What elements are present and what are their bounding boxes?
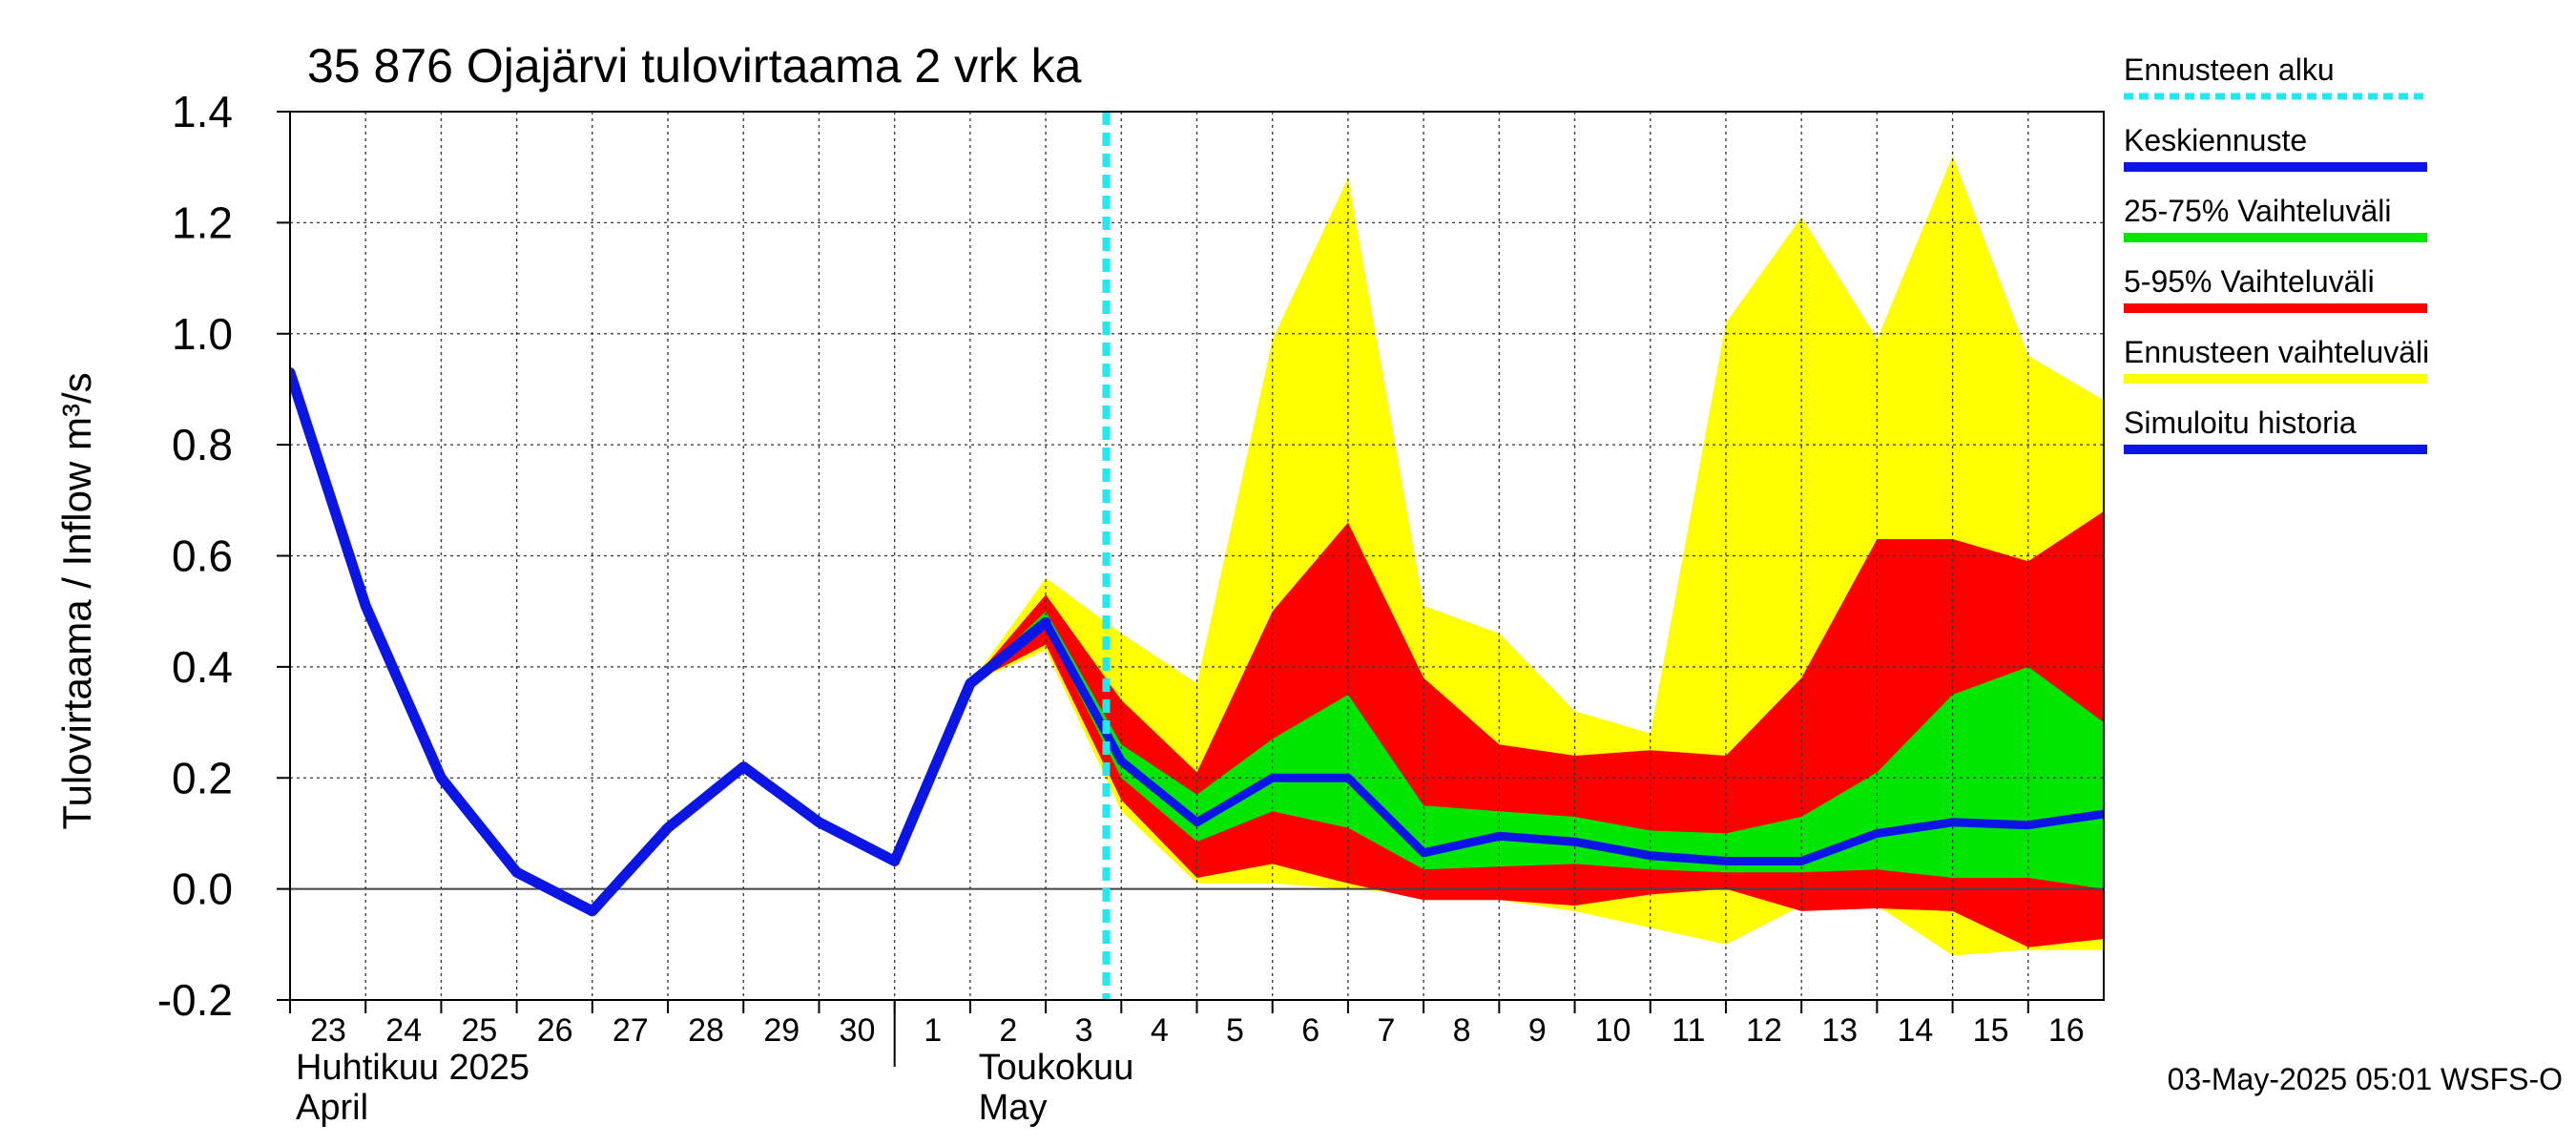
median-forecast-line [966,617,2104,865]
x-tick-label: 6 [1301,1012,1319,1049]
x-tick-label: 24 [385,1012,422,1049]
x-tick-label: 13 [1821,1012,1858,1049]
month-label-may-fi: Toukokuu [979,1048,1134,1088]
x-tick-label: 7 [1377,1012,1395,1049]
month-label-april-fi: Huhtikuu 2025 [296,1048,530,1088]
legend-label: Ennusteen alku [2124,52,2335,87]
x-tick-label: 14 [1897,1012,1933,1049]
x-tick-label: 3 [1075,1012,1093,1049]
legend: Ennusteen alku Keskiennuste 25-75% Vaihtel… [2124,52,2429,454]
plot-clip-group [290,112,2104,1000]
y-axis-label: Tulovirtaama / Inflow m³/s [54,372,99,829]
x-tick-label: 11 [1672,1012,1705,1049]
legend-label: Simuloitu historia [2124,406,2357,440]
y-tick-label: 1.2 [172,198,233,247]
legend-label: 25-75% Vaihteluväli [2124,194,2391,228]
x-tick-label: 23 [310,1012,346,1049]
x-tick-label: 15 [1973,1012,2009,1049]
y-tick-label: 0.4 [172,642,233,692]
simulated-history-line [290,367,1051,917]
x-tick-label: 26 [537,1012,573,1049]
y-tick-label: 1.4 [172,87,233,136]
legend-label: Keskiennuste [2124,123,2307,157]
x-tick-label: 10 [1595,1012,1631,1049]
y-tick-label: 0.8 [172,420,233,469]
x-tick-label: 8 [1453,1012,1471,1049]
x-tick-label: 29 [763,1012,800,1049]
x-tick-label: 25 [462,1012,498,1049]
chart-title: 35 876 Ojajärvi tulovirtaama 2 vrk ka [307,39,1082,93]
legend-label: 5-95% Vaihteluväli [2124,264,2375,299]
x-tick-label: 5 [1226,1012,1244,1049]
x-tick-label: 1 [924,1012,942,1049]
axes: -0.20.00.20.40.60.81.01.21.423 24 25 26 27 28… [157,87,2105,1128]
y-tick-label: 0.6 [172,531,233,581]
y-tick-label: -0.2 [157,975,233,1025]
month-label-may-en: May [979,1088,1048,1128]
y-tick-label: 0.2 [172,753,233,802]
x-tick-label: 4 [1151,1012,1169,1049]
x-tick-label: 16 [2048,1012,2085,1049]
x-tick-label: 9 [1528,1012,1547,1049]
band-25-75 [969,611,2104,889]
month-label-april-en: April [296,1088,368,1128]
plot-area [290,112,2104,1000]
y-tick-label: 0.0 [172,864,233,914]
x-tick-label: 12 [1746,1012,1782,1049]
x-tick-label: 2 [999,1012,1017,1049]
x-tick-label: 27 [613,1012,649,1049]
timestamp: 03-May-2025 05:01 WSFS-O [2168,1062,2563,1096]
x-tick-label: 30 [840,1012,876,1049]
x-tick-label: 28 [688,1012,724,1049]
legend-label: Ennusteen vaihteluväli [2124,335,2429,369]
y-tick-label: 1.0 [172,309,233,359]
